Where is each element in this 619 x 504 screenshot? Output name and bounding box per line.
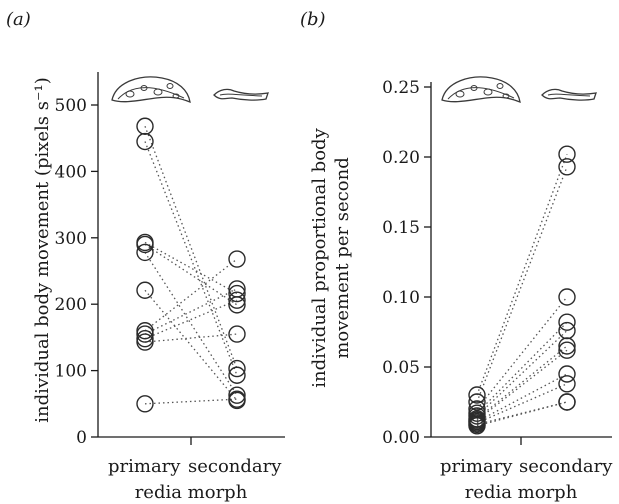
panel-a-y-tick-label: 0 bbox=[76, 428, 87, 448]
panel-b-y-tick-label: 0.00 bbox=[382, 428, 420, 448]
panel-a-pair-line bbox=[144, 258, 238, 332]
panel-a-pair-line bbox=[144, 299, 238, 340]
secondary-redia-icon bbox=[541, 88, 597, 101]
panel-a-pair-line bbox=[144, 126, 238, 369]
panel-b-secondary-point bbox=[558, 313, 576, 331]
panel-b-category-secondary: secondary bbox=[519, 456, 613, 477]
panel-b-pair-line bbox=[476, 401, 568, 426]
panel-b-secondary-point bbox=[558, 145, 576, 163]
panel-a-pair-line bbox=[144, 243, 238, 306]
panel-b-pair-line bbox=[476, 401, 568, 427]
panel-a-secondary-point bbox=[228, 296, 246, 314]
panel-a: (a) individual body movement (pixels s⁻¹… bbox=[6, 9, 285, 503]
panel-b-secondary-point bbox=[558, 375, 576, 393]
panel-a-y-tick-label: 400 bbox=[55, 162, 87, 182]
panel-a-primary-point bbox=[136, 325, 154, 343]
panel-b-pair-line bbox=[476, 345, 568, 420]
panel-a-pair-line bbox=[144, 333, 238, 343]
panel-a-pair-line bbox=[144, 398, 238, 405]
primary-redia-icon bbox=[111, 76, 191, 104]
panel-a-primary-point bbox=[136, 333, 154, 351]
panel-a-secondary-point bbox=[228, 366, 246, 384]
panel-a-secondary-point bbox=[228, 284, 246, 303]
panel-a-y-tick-label: 100 bbox=[55, 362, 87, 382]
panel-a-category-primary: primary bbox=[108, 456, 181, 477]
panel-b-y-axis-title-line-2: movement per second bbox=[332, 157, 353, 358]
panel-a-primary-point bbox=[136, 395, 154, 413]
panel-a-y-axis-title: individual body movement (pixels s⁻¹) bbox=[32, 77, 53, 422]
panel-a-category-secondary: secondary bbox=[188, 456, 282, 477]
panel-a-primary-point bbox=[136, 281, 154, 299]
panel-b-pair-line bbox=[476, 383, 568, 424]
panel-b-y-tick-label: 0.15 bbox=[382, 218, 420, 238]
panel-a-secondary-point bbox=[228, 280, 246, 298]
panel-b-label: (b) bbox=[300, 9, 326, 30]
panel-b: (b) individual proportional body movemen… bbox=[300, 9, 613, 503]
panel-b-y-tick-label: 0.05 bbox=[382, 358, 420, 378]
panel-b-pair-line bbox=[476, 321, 568, 414]
panel-b-pair-lines bbox=[476, 153, 568, 427]
panel-b-y-tick-label: 0.25 bbox=[382, 78, 420, 98]
panel-b-y-ticks: 0.00 0.05 0.10 0.15 0.20 0.25 bbox=[382, 78, 431, 448]
panel-b-pair-line bbox=[476, 296, 568, 410]
panel-a-secondary-point bbox=[228, 386, 246, 404]
panel-a-pair-line bbox=[144, 288, 238, 335]
panel-a-pair-line bbox=[144, 141, 238, 376]
panel-b-primary-point bbox=[468, 386, 486, 404]
panel-a-y-tick-label: 500 bbox=[55, 96, 87, 116]
panel-a-secondary-point bbox=[228, 325, 246, 343]
secondary-redia-icon bbox=[213, 88, 269, 101]
panel-a-pair-lines bbox=[144, 126, 238, 405]
panel-a-primary-point bbox=[136, 117, 154, 135]
panel-b-y-tick-label: 0.10 bbox=[382, 288, 420, 308]
panel-a-y-tick-label: 200 bbox=[55, 295, 87, 315]
panel-a-primary-point bbox=[136, 132, 154, 151]
panel-a-points bbox=[136, 117, 246, 413]
panel-b-category-primary: primary bbox=[440, 456, 513, 477]
panel-b-secondary-point bbox=[558, 288, 576, 306]
panel-b-pair-line bbox=[476, 330, 568, 417]
panel-b-y-axis-title-line-1: individual proportional body bbox=[309, 127, 330, 387]
panel-a-y-tick-label: 300 bbox=[55, 229, 87, 249]
panel-b-pair-line bbox=[476, 166, 568, 403]
panel-b-secondary-point bbox=[558, 393, 576, 411]
panel-b-x-axis-title: redia morph bbox=[465, 482, 578, 503]
panel-a-pair-line bbox=[144, 252, 238, 396]
panel-a-x-axis-title: redia morph bbox=[135, 482, 248, 503]
panel-b-primary-point bbox=[468, 417, 486, 435]
panel-b-secondary-point bbox=[558, 341, 576, 359]
panel-b-primary-point bbox=[468, 393, 486, 411]
panel-a-primary-point bbox=[136, 235, 154, 254]
panel-b-secondary-point bbox=[558, 158, 576, 176]
panel-a-secondary-point bbox=[228, 250, 246, 268]
panel-a-pair-line bbox=[144, 241, 238, 295]
panel-a-label: (a) bbox=[6, 9, 31, 30]
panel-b-points bbox=[468, 145, 576, 435]
panel-b-pair-line bbox=[476, 349, 568, 421]
primary-redia-icon bbox=[441, 76, 521, 104]
panel-b-secondary-point bbox=[558, 337, 576, 355]
panel-a-y-ticks: 0 100 200 300 400 500 bbox=[55, 96, 98, 448]
panel-a-secondary-point bbox=[228, 390, 246, 408]
panel-a-pair-line bbox=[144, 289, 238, 401]
panel-b-pair-line bbox=[476, 373, 568, 423]
panel-a-secondary-point bbox=[228, 359, 246, 378]
panel-a-secondary-point bbox=[228, 291, 246, 309]
panel-b-secondary-point bbox=[558, 365, 576, 383]
panel-b-pair-line bbox=[476, 153, 568, 396]
panel-b-y-tick-label: 0.20 bbox=[382, 148, 420, 168]
panel-a-primary-point bbox=[136, 243, 154, 262]
